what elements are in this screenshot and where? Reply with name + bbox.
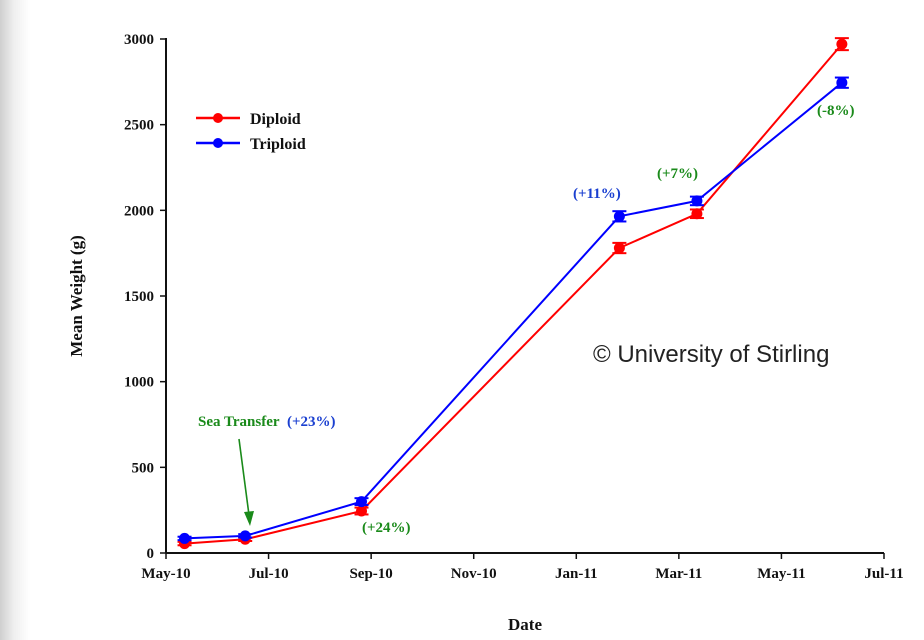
triploid-line [184, 81, 843, 540]
triploid-point [691, 195, 703, 207]
x-tick-label: May-10 [141, 566, 190, 582]
triploid-point [836, 77, 848, 89]
y-tick-label: 0 [147, 546, 155, 562]
x-tick-label: Jul-11 [864, 566, 903, 582]
sea-transfer-arrowhead [244, 511, 254, 526]
diploid-point [613, 242, 625, 254]
y-tick-label: 1500 [124, 289, 154, 305]
x-tick-label: May-11 [757, 566, 805, 582]
diploid-point [691, 208, 703, 220]
triploid-point [179, 532, 191, 544]
y-tick-label: 500 [132, 460, 155, 476]
y-axis-title: Mean Weight (g) [67, 235, 86, 357]
x-tick-label: Jul-10 [249, 566, 289, 582]
diploid-point [836, 38, 848, 50]
legend-triploid-label: Triploid [250, 136, 306, 153]
y-tick-label: 1000 [124, 375, 154, 391]
annotation-sea-transfer-pct: (+23%) [287, 414, 336, 430]
x-tick-label: Nov-10 [451, 566, 497, 582]
legend: Diploid Triploid [196, 111, 306, 153]
triploid-point [239, 530, 251, 542]
annotation-plus-7: (+7%) [657, 166, 698, 182]
x-tick-label: Mar-11 [655, 566, 702, 582]
x-tick-label: Sep-10 [349, 566, 392, 582]
y-tick-label: 2000 [124, 203, 154, 219]
annotation-plus-24: (+24%) [362, 520, 411, 536]
diploid-point [356, 505, 368, 517]
triploid-point [356, 496, 368, 508]
annotation-plus-11: (+11%) [573, 186, 621, 202]
y-ticks: 0 500 1000 1500 2000 2500 3000 [124, 32, 166, 562]
legend-diploid-label: Diploid [250, 111, 301, 128]
legend-diploid-marker [213, 113, 223, 123]
annotation-minus-8: (-8%) [817, 103, 855, 119]
sea-transfer-arrow-shaft [238, 438, 250, 516]
y-tick-label: 3000 [124, 32, 154, 48]
x-ticks: May-10 Jul-10 Sep-10 Nov-10 Jan-11 Mar-11 May-… [141, 553, 904, 582]
triploid-point [613, 210, 625, 222]
annotations: Sea Transfer (+23%) (+24%) (+11%) (+7%) … [198, 103, 855, 536]
diploid-line [184, 43, 843, 545]
series-layer [177, 37, 849, 550]
x-axis-title: Date [508, 615, 542, 634]
copyright-watermark: © University of Stirling [593, 341, 829, 368]
annotation-sea-transfer-label: Sea Transfer [198, 414, 280, 430]
legend-triploid-marker [213, 138, 223, 148]
annotation-sea-transfer: Sea Transfer (+23%) [198, 414, 336, 430]
x-tick-label: Jan-11 [555, 566, 598, 582]
y-tick-label: 2500 [124, 118, 154, 134]
